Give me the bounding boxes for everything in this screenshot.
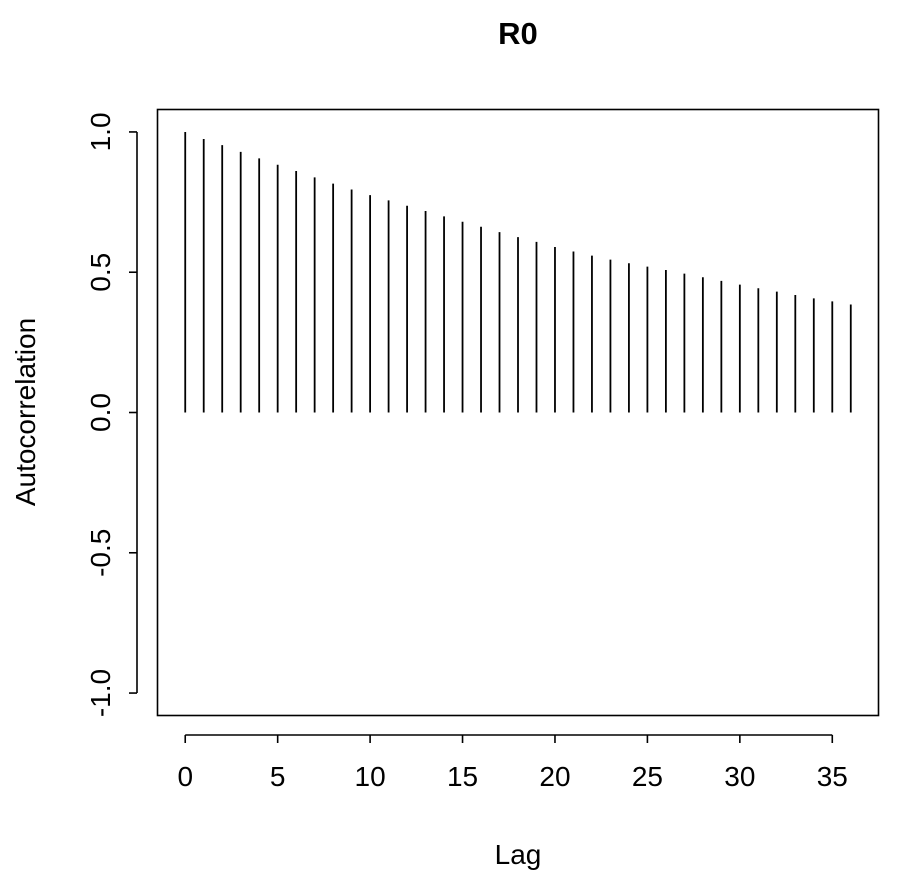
y-tick-label: 1.0 [85, 112, 116, 151]
x-tick-label: 5 [270, 761, 286, 792]
x-tick-label: 15 [447, 761, 478, 792]
x-axis-title: Lag [495, 839, 542, 870]
y-tick-label: -1.0 [85, 669, 116, 717]
plot-frame [156, 108, 880, 717]
x-tick-label: 25 [632, 761, 663, 792]
y-axis: -1.0 -0.5 0.0 0.5 1.0 [85, 112, 138, 717]
x-tick-label: 20 [539, 761, 570, 792]
y-tick-label: -0.5 [85, 529, 116, 577]
acf-bars [184, 131, 852, 413]
x-tick-label: 30 [724, 761, 755, 792]
x-tick-label: 0 [177, 761, 193, 792]
x-tick-label: 35 [817, 761, 848, 792]
y-tick-label: 0.5 [85, 253, 116, 292]
chart-title: R0 [498, 16, 538, 51]
y-axis-title: Autocorrelation [10, 318, 41, 506]
x-axis: 0 5 10 15 20 25 30 35 [177, 734, 848, 792]
y-tick-label: 0.0 [85, 393, 116, 432]
x-tick-label: 10 [355, 761, 386, 792]
